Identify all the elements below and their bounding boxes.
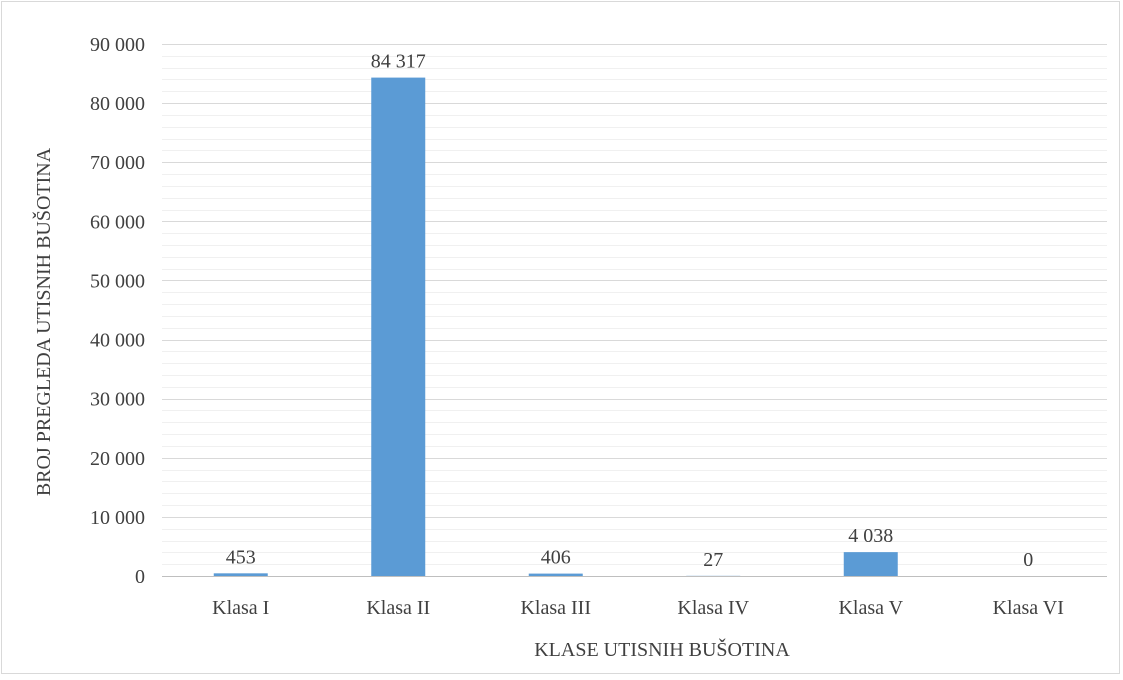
- data-labels: 453 84 317 406 27 4 038 0: [226, 51, 1034, 571]
- data-label: 84 317: [371, 51, 426, 73]
- y-tick-label: 60 000: [90, 211, 145, 233]
- x-tick-label: Klasa II: [366, 597, 430, 619]
- data-label: 0: [1023, 549, 1033, 571]
- y-tick-label: 40 000: [90, 330, 145, 352]
- gridlines: [162, 45, 1107, 565]
- x-tick-label: Klasa VI: [993, 597, 1064, 619]
- y-tick-label: 90 000: [90, 34, 145, 56]
- data-label: 27: [703, 549, 723, 571]
- y-tick-label: 20 000: [90, 448, 145, 470]
- x-tick-label: Klasa IV: [677, 597, 749, 619]
- y-axis-title: BROJ PREGLEDA UTISNIH BUŠOTINA: [31, 147, 55, 496]
- x-tick-label: Klasa V: [838, 597, 903, 619]
- y-axis-tick-labels: 0 10 000 20 000 30 000 40 000 50 000 60 000 70 …: [90, 34, 145, 588]
- data-label: 4 038: [848, 525, 893, 547]
- y-tick-label: 50 000: [90, 270, 145, 292]
- y-tick-label: 70 000: [90, 152, 145, 174]
- bar: [371, 78, 425, 576]
- y-tick-label: 30 000: [90, 389, 145, 411]
- data-label: 453: [226, 546, 256, 568]
- x-axis-title: KLASE UTISNIH BUŠOTINA: [534, 637, 790, 661]
- y-tick-label: 10 000: [90, 507, 145, 529]
- bars: [214, 78, 898, 576]
- x-axis-tick-labels: Klasa I Klasa II Klasa III Klasa IV Klasa V K…: [212, 597, 1064, 619]
- x-tick-label: Klasa III: [520, 597, 591, 619]
- x-tick-label: Klasa I: [212, 597, 269, 619]
- y-tick-label: 80 000: [90, 93, 145, 115]
- bar: [844, 552, 898, 576]
- bar: [214, 573, 268, 576]
- data-label: 406: [541, 547, 571, 569]
- bar: [529, 574, 583, 576]
- y-tick-label: 0: [135, 566, 145, 588]
